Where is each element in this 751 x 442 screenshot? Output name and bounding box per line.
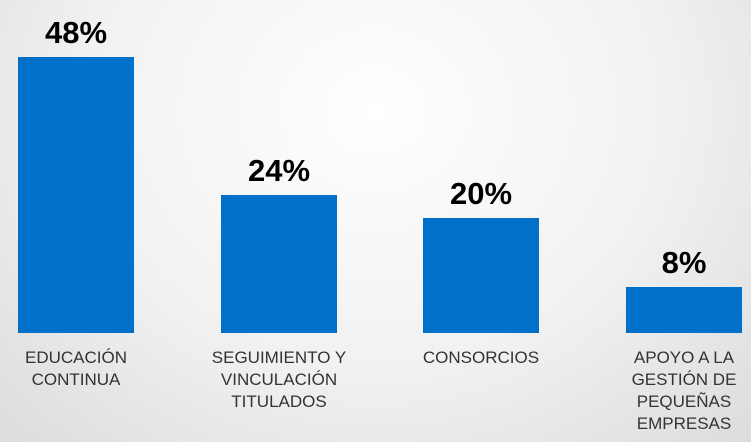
category-label: CONSORCIOS (422, 348, 540, 367)
bar (626, 287, 742, 333)
bar (221, 195, 337, 333)
bar (423, 218, 539, 333)
value-label: 48% (45, 15, 107, 50)
category-label: EDUCACIÓN CONTINUA (24, 348, 127, 389)
value-label: 8% (662, 245, 707, 280)
bar (18, 57, 134, 333)
value-label: 20% (450, 176, 512, 211)
category-label: SEGUIMIENTO Y VINCULACIÓN TITULADOS (211, 348, 347, 411)
category-label: APOYO A LA GESTIÓN DE PEQUEÑAS EMPRESAS (631, 348, 737, 433)
value-label: 24% (248, 153, 310, 188)
